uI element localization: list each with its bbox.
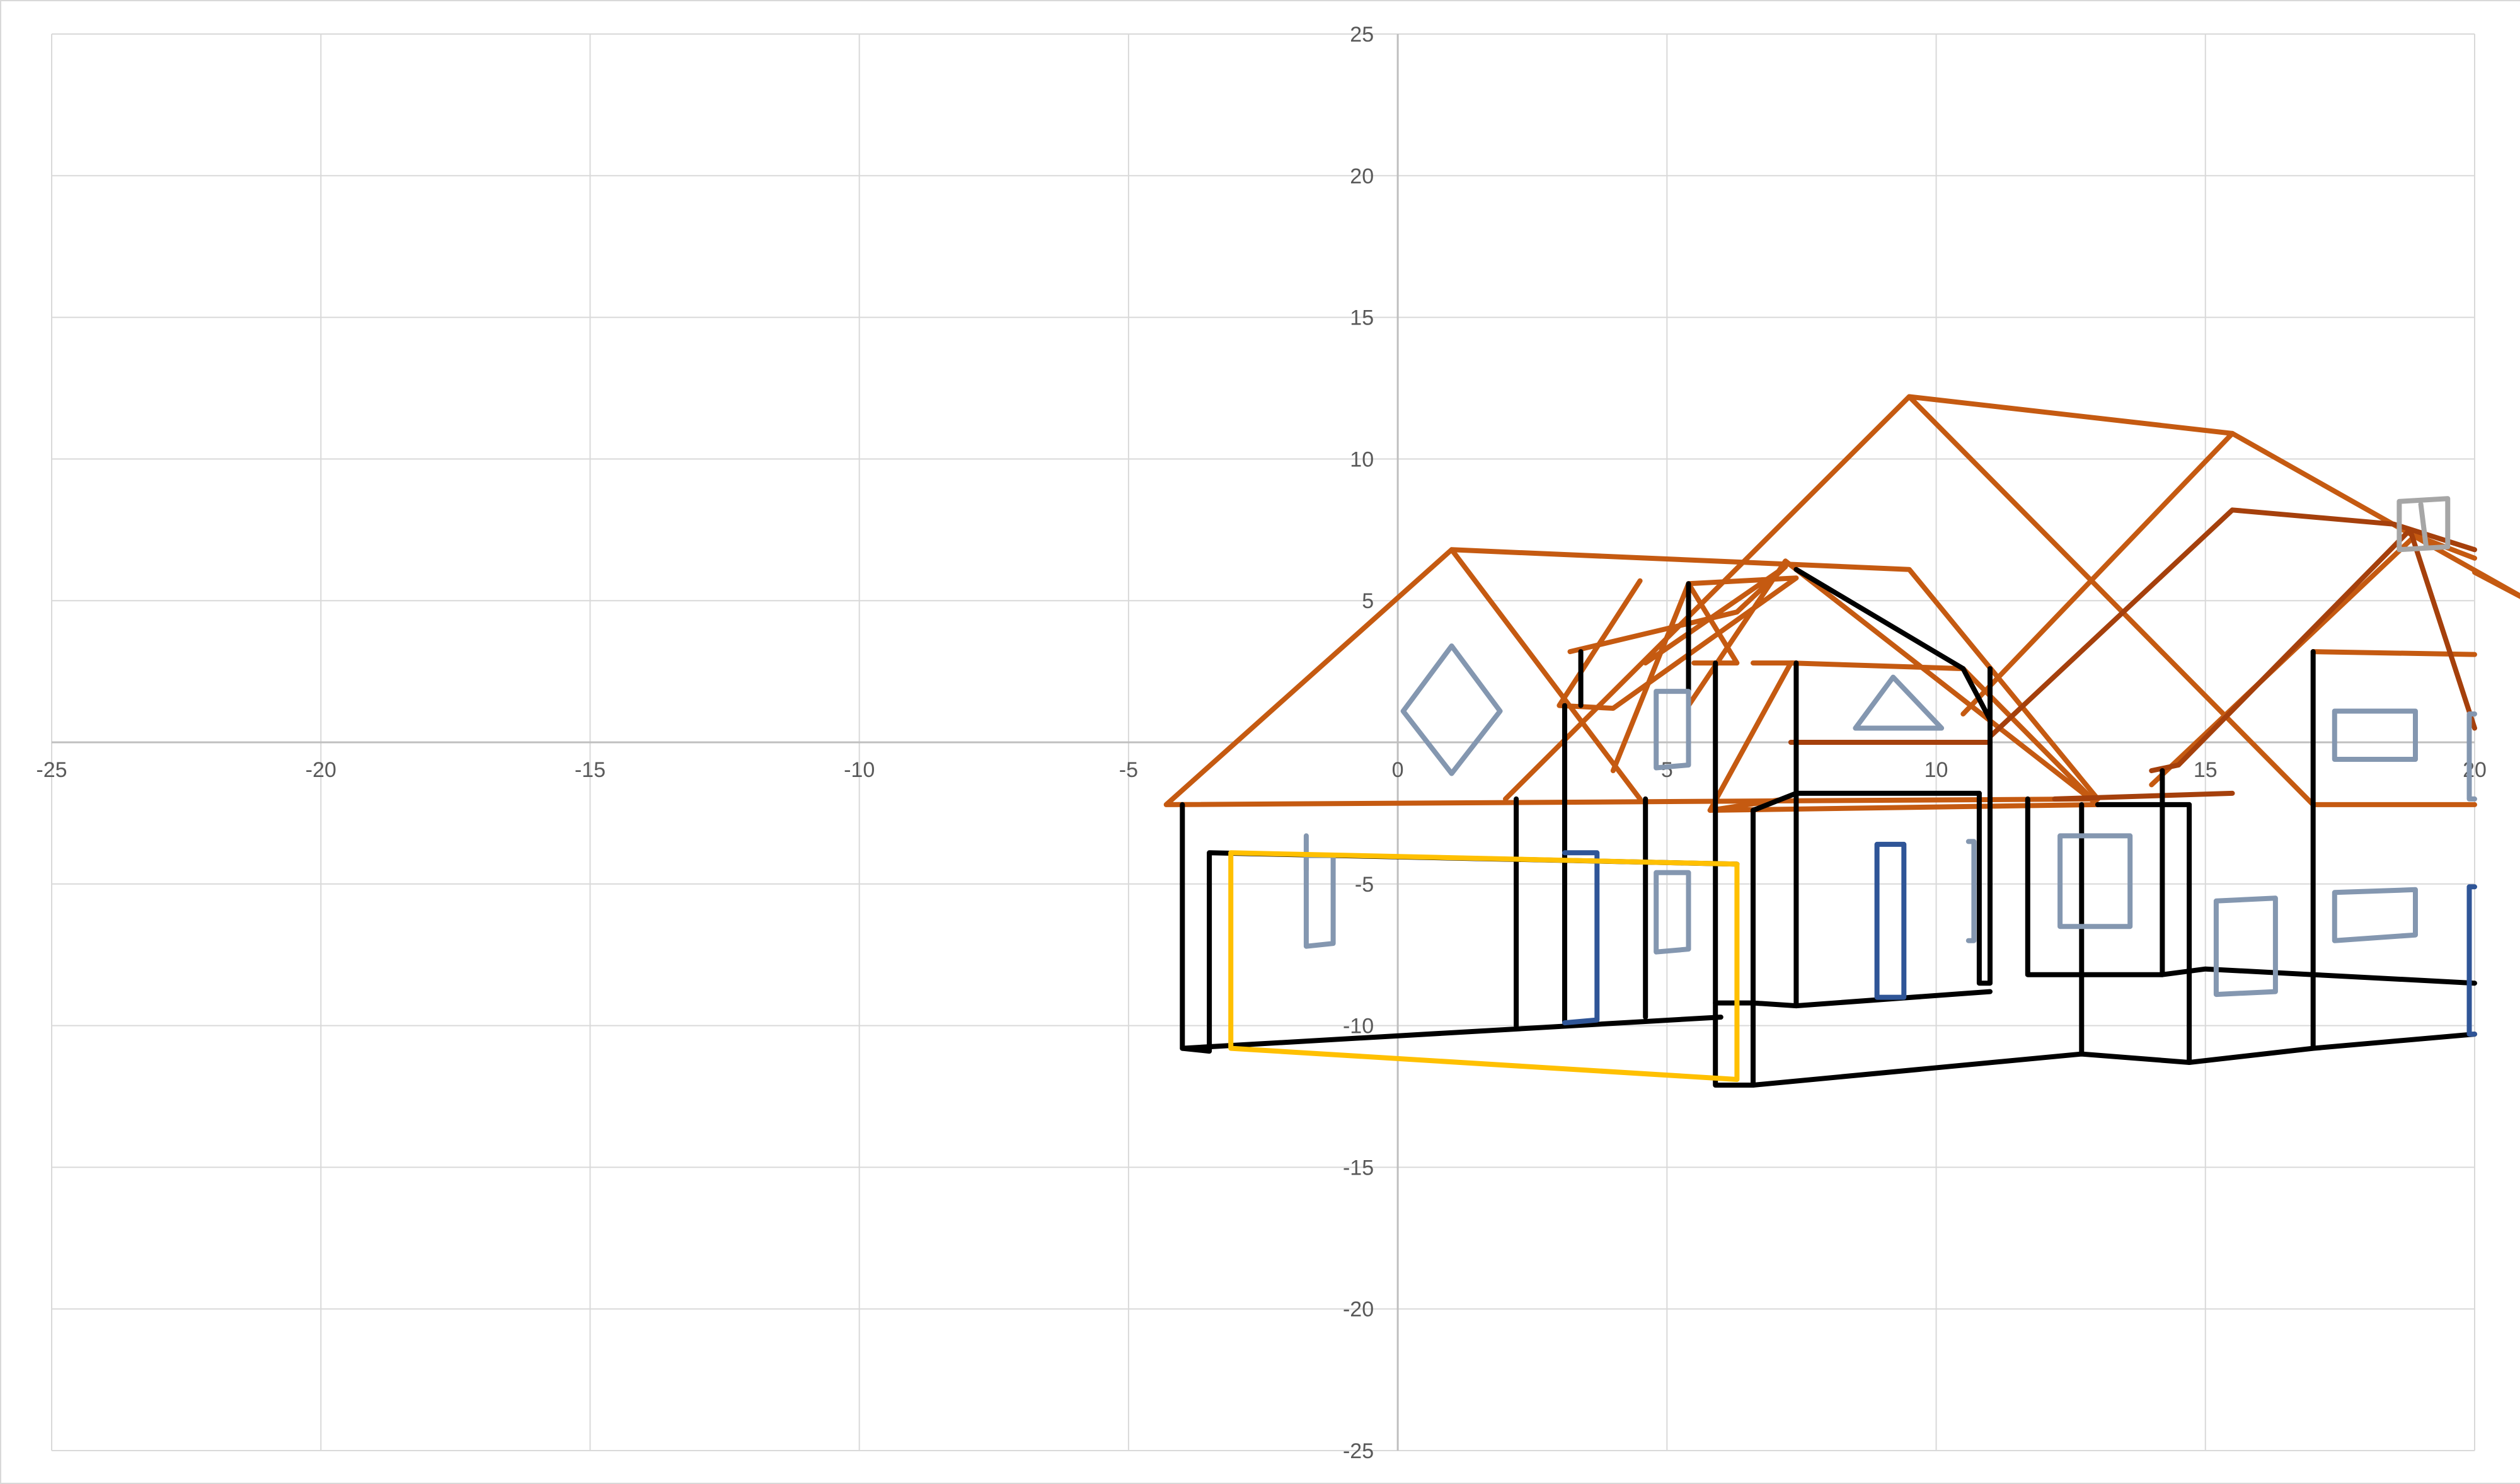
series-line-38 <box>1654 689 1691 771</box>
series-line-33 <box>2160 768 2477 986</box>
x-tick-label: -25 <box>36 758 67 782</box>
series-line-39 <box>1853 674 1945 731</box>
y-tick-label: -25 <box>1343 1439 1374 1463</box>
series-line-14 <box>2052 790 2235 802</box>
x-tick-label: -20 <box>306 758 337 782</box>
series-line-25 <box>1713 989 1993 1009</box>
tick-labels: -25 -20 -15 -10 -5 0 5 10 15 20 25 20 15 10 5 -5 -10 -15 -… <box>36 23 2486 1463</box>
series-line-4 <box>1960 430 2235 716</box>
series-line-11 <box>2310 649 2477 657</box>
y-tick-label: -15 <box>1343 1156 1374 1180</box>
series-line-37 <box>1400 643 1503 776</box>
series-line-9 <box>1707 660 2100 813</box>
series-line-18 <box>1180 1015 1723 1051</box>
series-line-1 <box>1449 547 1643 802</box>
series-line-48 <box>2332 887 2418 943</box>
series-line-45 <box>1965 839 1977 943</box>
series-line-52 <box>1874 841 1907 1000</box>
x-tick-label: 15 <box>2194 758 2218 782</box>
series-line-44 <box>1654 870 1691 955</box>
series-line-49 <box>2396 496 2451 553</box>
x-tick-label: -15 <box>575 758 606 782</box>
y-tick-label: 20 <box>1350 164 1374 188</box>
series-lines <box>1163 394 2520 1088</box>
series-line-13 <box>1988 507 2477 739</box>
x-tick-label: 0 <box>1392 758 1404 782</box>
series-line-46 <box>2057 833 2133 929</box>
series-line-40 <box>2332 708 2418 762</box>
x-tick-label: 10 <box>1925 758 1948 782</box>
series-line-47 <box>2213 895 2278 998</box>
x-tick-label: 5 <box>1661 758 1673 782</box>
x-tick-label: -5 <box>1119 758 1138 782</box>
axes <box>52 34 2475 1451</box>
series-line-32 <box>1751 1032 2477 1088</box>
y-tick-label: -5 <box>1355 873 1374 897</box>
series-line-5 <box>1556 575 1799 773</box>
series-line-24 <box>1713 660 1756 1088</box>
series-line-0 <box>1163 547 2100 807</box>
y-tick-label: 10 <box>1350 447 1374 471</box>
series-line-53 <box>2466 884 2477 1037</box>
series-line-41 <box>2466 711 2477 802</box>
y-tick-label: 5 <box>1362 589 1374 613</box>
series-line-50 <box>2418 502 2429 549</box>
series-line-42 <box>1303 853 1336 949</box>
y-tick-label: -10 <box>1343 1015 1374 1038</box>
series-line-29 <box>1976 666 1993 986</box>
series-line-15 <box>2149 527 2477 773</box>
y-tick-label: -20 <box>1343 1297 1374 1321</box>
series-line-51 <box>1562 850 1600 1026</box>
y-tick-label: 15 <box>1350 306 1374 330</box>
series-line-54 <box>1228 850 1740 1082</box>
series-line-6 <box>1567 564 1788 666</box>
y-tick-label: 25 <box>1350 23 1374 47</box>
x-tick-label: -10 <box>844 758 875 782</box>
series-line-7 <box>1686 581 1740 666</box>
series-line-30 <box>2025 796 2165 977</box>
series-line-27 <box>1793 567 1993 722</box>
x-tick-label: 20 <box>2463 758 2487 782</box>
